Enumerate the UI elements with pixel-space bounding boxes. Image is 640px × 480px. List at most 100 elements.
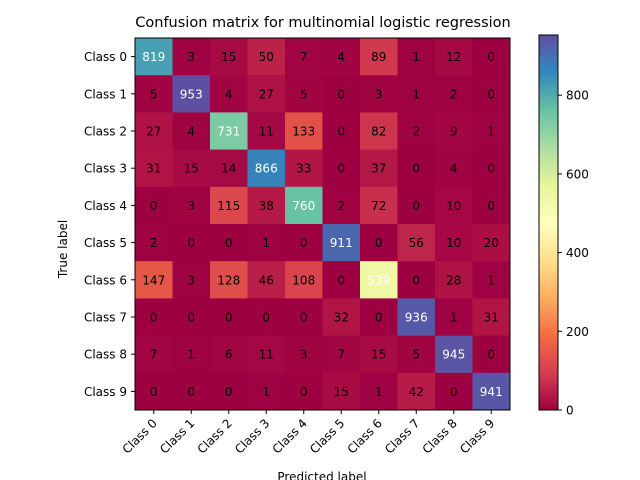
heatmap-cell: [285, 372, 323, 411]
cell-value-label: 89: [371, 50, 386, 64]
heatmap-cell: [210, 261, 248, 299]
cell-value-label: 0: [150, 199, 158, 213]
heatmap-cell: [360, 75, 398, 113]
cell-value-label: 4: [337, 50, 345, 64]
cell-value-label: 11: [259, 125, 274, 139]
heatmap-cell: [172, 38, 211, 76]
cell-value-label: 1: [487, 273, 495, 287]
cell-value-label: 46: [259, 273, 274, 287]
heatmap-cell: [210, 149, 248, 188]
heatmap-cell: [172, 298, 211, 337]
cell-value-label: 32: [334, 311, 349, 325]
y-tick-label: Class 9: [84, 385, 127, 399]
heatmap-cell: [360, 149, 398, 188]
colorbar-tick-label: 400: [566, 246, 589, 260]
heatmap-cell: [210, 298, 248, 337]
cell-value-label: 731: [217, 125, 240, 139]
heatmap-cell: [435, 186, 473, 225]
y-tick-label: Class 0: [84, 50, 127, 64]
cell-value-label: 941: [480, 385, 503, 399]
cell-value-label: 0: [487, 87, 495, 101]
heatmap-cell: [285, 75, 323, 113]
heatmap-cell: [247, 149, 286, 188]
y-tick-label: Class 2: [84, 125, 127, 139]
cell-value-label: 0: [412, 273, 420, 287]
heatmap-cell: [360, 298, 398, 337]
cell-value-label: 953: [180, 87, 203, 101]
heatmap-cell-labels: 819 3 15 50 7 4 89 1 12 05 953 4 27 5 0 3 1 2 027 4 731 11 133…: [142, 50, 502, 399]
cell-value-label: 3: [187, 273, 195, 287]
cell-value-label: 0: [150, 311, 158, 325]
cell-value-label: 1: [412, 87, 420, 101]
y-tick-label: Class 6: [84, 273, 127, 287]
heatmap-cell: [472, 112, 511, 151]
x-axis-label: Predicted label: [277, 470, 366, 480]
heatmap-cell: [285, 186, 323, 225]
cell-value-label: 0: [487, 199, 495, 213]
cell-value-label: 10: [446, 236, 461, 250]
heatmap-cell: [322, 186, 361, 225]
heatmap-cell: [360, 224, 398, 262]
heatmap-cell: [322, 335, 361, 374]
cell-value-label: 1: [187, 348, 195, 362]
cell-value-label: 10: [446, 199, 461, 213]
cell-value-label: 12: [446, 50, 461, 64]
heatmap-cell: [435, 149, 473, 188]
cell-value-label: 1: [487, 125, 495, 139]
cell-value-label: 0: [225, 385, 233, 399]
heatmap-cell: [285, 149, 323, 188]
cell-value-label: 0: [300, 236, 308, 250]
heatmap-cell: [360, 372, 398, 411]
cell-value-label: 4: [225, 87, 233, 101]
heatmap-cell: [135, 224, 173, 262]
cell-value-label: 20: [484, 236, 499, 250]
cell-value-label: 28: [446, 273, 461, 287]
heatmap-cells: [135, 38, 511, 411]
cell-value-label: 7: [337, 348, 345, 362]
cell-value-label: 0: [375, 311, 383, 325]
heatmap-cell: [135, 112, 173, 151]
heatmap-cell: [322, 75, 361, 113]
colorbar-ticks: 0 200 400 600 800: [558, 89, 589, 418]
heatmap-cell: [172, 112, 211, 151]
heatmap-cell: [397, 372, 436, 411]
cell-value-label: 0: [375, 236, 383, 250]
cell-value-label: 133: [292, 125, 315, 139]
heatmap-cell: [210, 224, 248, 262]
heatmap-cell: [247, 75, 286, 113]
cell-value-label: 11: [259, 348, 274, 362]
heatmap-cell: [285, 261, 323, 299]
y-tick-label: Class 4: [84, 199, 127, 213]
cell-value-label: 0: [187, 311, 195, 325]
heatmap-cell: [322, 261, 361, 299]
heatmap-cell: [135, 372, 173, 411]
y-axis-label: True label: [56, 220, 70, 279]
cell-value-label: 0: [225, 236, 233, 250]
cell-value-label: 14: [221, 162, 236, 176]
colorbar-tick-label: 200: [566, 325, 589, 339]
cell-value-label: 4: [187, 125, 195, 139]
cell-value-label: 27: [146, 125, 161, 139]
heatmap-cell: [435, 224, 473, 262]
heatmap-cell: [135, 261, 173, 299]
heatmap-cell: [285, 38, 323, 76]
chart-title: Confusion matrix for multinomial logisti…: [135, 15, 510, 31]
cell-value-label: 2: [337, 199, 345, 213]
cell-value-label: 0: [337, 87, 345, 101]
cell-value-label: 6: [225, 348, 233, 362]
heatmap-cell: [397, 38, 436, 76]
x-tick-label: Class 9: [457, 416, 497, 456]
heatmap-cell: [135, 298, 173, 337]
cell-value-label: 0: [487, 162, 495, 176]
y-tick-label: Class 1: [84, 87, 127, 101]
colorbar-tick-label: 0: [566, 404, 574, 418]
cell-value-label: 72: [371, 199, 386, 213]
heatmap-cell: [435, 372, 473, 411]
heatmap-cell: [247, 372, 286, 411]
colorbar-tick-label: 800: [566, 89, 589, 103]
heatmap-cell: [360, 112, 398, 151]
heatmap-cell: [172, 335, 211, 374]
cell-value-label: 50: [259, 50, 274, 64]
heatmap-cell: [172, 261, 211, 299]
